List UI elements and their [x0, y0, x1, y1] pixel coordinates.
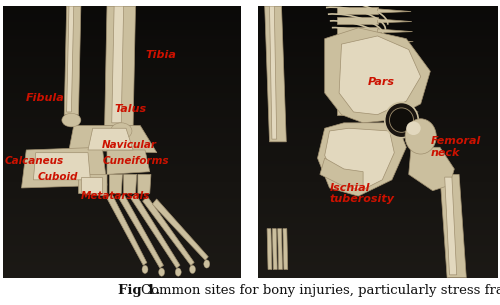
PathPatch shape — [336, 27, 378, 34]
PathPatch shape — [378, 19, 412, 23]
PathPatch shape — [408, 147, 455, 191]
Text: Tibia: Tibia — [145, 50, 176, 60]
Ellipse shape — [62, 113, 81, 127]
Ellipse shape — [110, 123, 132, 139]
Text: Metatarsals: Metatarsals — [81, 191, 150, 201]
PathPatch shape — [88, 128, 133, 150]
Ellipse shape — [405, 119, 436, 154]
PathPatch shape — [264, 6, 286, 142]
Ellipse shape — [406, 121, 420, 135]
Text: Calcaneus: Calcaneus — [5, 156, 64, 166]
PathPatch shape — [378, 109, 418, 113]
PathPatch shape — [324, 28, 430, 123]
PathPatch shape — [22, 147, 107, 188]
PathPatch shape — [378, 99, 418, 103]
PathPatch shape — [64, 6, 81, 115]
PathPatch shape — [378, 89, 417, 93]
PathPatch shape — [378, 29, 412, 33]
Text: Fig 1.: Fig 1. — [118, 284, 160, 297]
PathPatch shape — [130, 194, 180, 268]
PathPatch shape — [66, 6, 74, 112]
PathPatch shape — [336, 87, 378, 95]
PathPatch shape — [69, 126, 157, 153]
PathPatch shape — [336, 57, 378, 64]
PathPatch shape — [34, 153, 90, 180]
Ellipse shape — [384, 102, 418, 138]
PathPatch shape — [378, 69, 416, 73]
PathPatch shape — [81, 177, 102, 193]
Ellipse shape — [390, 108, 413, 132]
Text: Cuneiforms: Cuneiforms — [102, 156, 169, 166]
PathPatch shape — [440, 174, 466, 278]
PathPatch shape — [336, 107, 378, 115]
PathPatch shape — [318, 123, 406, 196]
PathPatch shape — [378, 49, 414, 53]
PathPatch shape — [118, 194, 164, 268]
Text: Fibula: Fibula — [26, 93, 65, 103]
PathPatch shape — [378, 39, 414, 43]
PathPatch shape — [267, 229, 272, 269]
PathPatch shape — [378, 9, 411, 13]
PathPatch shape — [272, 229, 277, 269]
PathPatch shape — [152, 199, 208, 260]
Ellipse shape — [204, 260, 210, 268]
Text: Pars: Pars — [368, 77, 395, 87]
PathPatch shape — [336, 97, 378, 105]
PathPatch shape — [336, 77, 378, 84]
PathPatch shape — [336, 37, 378, 44]
PathPatch shape — [378, 59, 414, 63]
Text: Common sites for bony injuries, particularly stress fractures.: Common sites for bony injuries, particul… — [141, 284, 500, 297]
PathPatch shape — [110, 174, 122, 193]
PathPatch shape — [138, 174, 151, 193]
PathPatch shape — [320, 158, 363, 185]
PathPatch shape — [339, 36, 420, 115]
Ellipse shape — [190, 265, 196, 274]
PathPatch shape — [107, 150, 150, 174]
PathPatch shape — [378, 79, 416, 83]
PathPatch shape — [78, 174, 107, 196]
PathPatch shape — [106, 194, 147, 265]
Text: Ischial
tuberosity: Ischial tuberosity — [330, 183, 394, 204]
PathPatch shape — [124, 174, 136, 193]
PathPatch shape — [142, 196, 194, 266]
PathPatch shape — [336, 67, 378, 74]
PathPatch shape — [336, 47, 378, 54]
PathPatch shape — [270, 6, 276, 139]
PathPatch shape — [444, 177, 456, 275]
PathPatch shape — [278, 229, 282, 269]
PathPatch shape — [104, 6, 136, 126]
PathPatch shape — [324, 128, 394, 191]
PathPatch shape — [336, 17, 378, 24]
Ellipse shape — [158, 268, 164, 276]
Text: Talus: Talus — [114, 104, 146, 114]
Ellipse shape — [176, 268, 181, 276]
PathPatch shape — [112, 6, 124, 123]
Ellipse shape — [142, 265, 148, 274]
Text: Navicular: Navicular — [102, 140, 157, 149]
Text: Femoral
neck: Femoral neck — [430, 136, 480, 158]
PathPatch shape — [283, 229, 288, 269]
Text: Cuboid: Cuboid — [38, 172, 78, 182]
PathPatch shape — [336, 7, 378, 14]
